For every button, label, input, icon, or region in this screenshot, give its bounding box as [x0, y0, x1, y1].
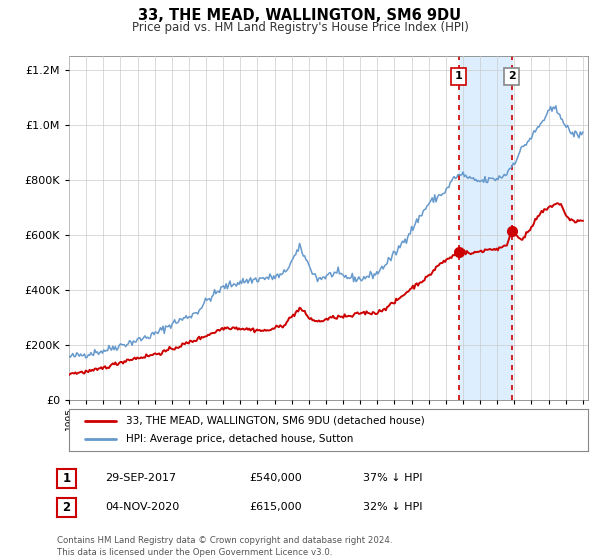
Text: 1: 1 [62, 472, 71, 485]
Text: 33, THE MEAD, WALLINGTON, SM6 9DU (detached house): 33, THE MEAD, WALLINGTON, SM6 9DU (detac… [126, 416, 425, 426]
Text: 32% ↓ HPI: 32% ↓ HPI [363, 502, 422, 512]
Bar [458, 56, 512, 400]
Text: £540,000: £540,000 [249, 473, 302, 483]
Text: 2: 2 [62, 501, 71, 514]
Text: £615,000: £615,000 [249, 502, 302, 512]
Text: 33, THE MEAD, WALLINGTON, SM6 9DU: 33, THE MEAD, WALLINGTON, SM6 9DU [139, 8, 461, 24]
Text: Contains HM Land Registry data © Crown copyright and database right 2024.
This d: Contains HM Land Registry data © Crown c… [57, 536, 392, 557]
Text: 2: 2 [508, 72, 515, 82]
Text: 04-NOV-2020: 04-NOV-2020 [105, 502, 179, 512]
Text: 1: 1 [455, 72, 463, 82]
Text: Price paid vs. HM Land Registry's House Price Index (HPI): Price paid vs. HM Land Registry's House … [131, 21, 469, 34]
Text: HPI: Average price, detached house, Sutton: HPI: Average price, detached house, Sutt… [126, 434, 353, 444]
Text: 29-SEP-2017: 29-SEP-2017 [105, 473, 176, 483]
Text: 37% ↓ HPI: 37% ↓ HPI [363, 473, 422, 483]
